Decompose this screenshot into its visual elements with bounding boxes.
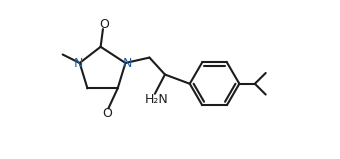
Text: N: N (73, 57, 83, 70)
Text: O: O (103, 107, 113, 120)
Text: N: N (123, 57, 133, 70)
Text: H₂N: H₂N (144, 93, 168, 106)
Text: O: O (99, 18, 109, 31)
